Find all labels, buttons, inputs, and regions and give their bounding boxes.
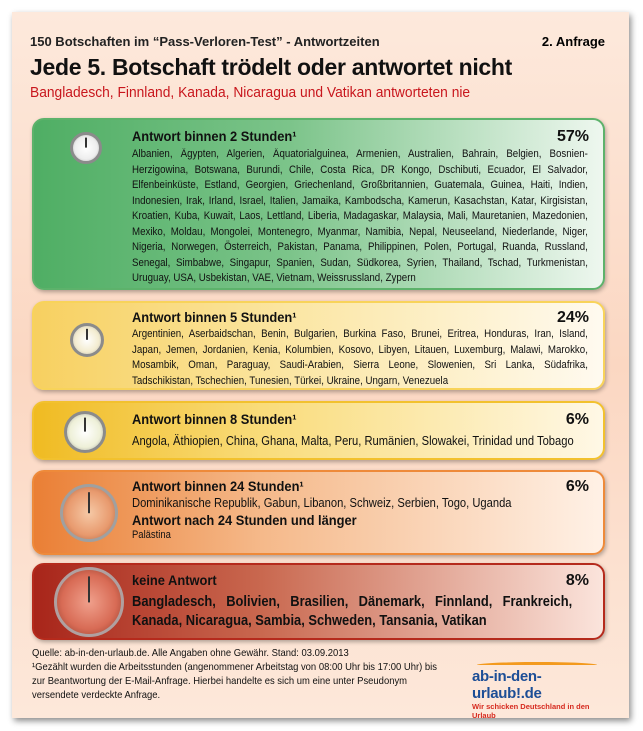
section-percent: 24% xyxy=(556,309,589,326)
clock-icon xyxy=(64,411,106,453)
section-no-answer: keine Antwort 8% Bangladesch, Bolivien, … xyxy=(32,563,605,640)
logo-slogan: Wir schicken Deutschland in den Urlaub xyxy=(472,702,590,720)
section-24-hours: Antwort binnen 24 Stunden¹ 6% Dominikani… xyxy=(32,470,605,555)
section-percent: 6% xyxy=(565,478,589,495)
country-list-late: Palästina xyxy=(132,529,171,541)
highlight-text: Bangladesch, Finnland, Kanada, Nicaragua… xyxy=(30,84,471,101)
header: 150 Botschaften im “Pass-Verloren-Test” … xyxy=(30,34,605,101)
country-list: Bangladesch, Bolivien, Brasilien, Dänema… xyxy=(132,593,573,629)
section-heading: Antwort binnen 2 Stunden¹ xyxy=(132,128,297,144)
section-heading-late: Antwort nach 24 Stunden und länger xyxy=(132,512,357,528)
section-heading: Antwort binnen 5 Stunden¹ xyxy=(132,309,297,325)
section-percent: 57% xyxy=(556,128,589,145)
section-percent: 8% xyxy=(565,572,589,589)
request-label: 2. Anfrage xyxy=(541,34,605,49)
footer: Quelle: ab-in-den-urlaub.de. Alle Angabe… xyxy=(32,646,451,702)
section-8-hours: Antwort binnen 8 Stunden¹ 6% Angola, Äth… xyxy=(32,401,605,460)
section-5-hours: Antwort binnen 5 Stunden¹ 24% Argentinie… xyxy=(32,301,605,390)
subtitle: 150 Botschaften im “Pass-Verloren-Test” … xyxy=(30,34,380,49)
section-2-hours: Antwort binnen 2 Stunden¹ 57% Albanien, … xyxy=(32,118,605,290)
clock-icon xyxy=(54,567,124,637)
section-heading: keine Antwort xyxy=(132,572,217,588)
country-list: Albanien, Ägypten, Algerien, Äquatorialg… xyxy=(132,148,588,284)
logo-name: ab-in-den-urlaub!.de xyxy=(472,668,542,702)
logo-arc xyxy=(477,662,597,668)
country-list: Angola, Äthiopien, China, Ghana, Malta, … xyxy=(132,433,574,448)
country-list: Argentinien, Aserbaidschan, Benin, Bulga… xyxy=(132,328,588,387)
country-list: Dominikanische Republik, Gabun, Libanon,… xyxy=(132,495,512,510)
section-percent: 6% xyxy=(565,411,589,428)
footnote: ¹Gezählt wurden die Arbeitsstunden (ange… xyxy=(32,661,438,701)
section-heading: Antwort binnen 8 Stunden¹ xyxy=(132,411,297,427)
source-text: Quelle: ab-in-den-urlaub.de. Alle Angabe… xyxy=(32,647,349,659)
brand-logo: ab-in-den-urlaub!.de Wir schicken Deutsc… xyxy=(472,662,607,720)
clock-icon xyxy=(70,323,104,357)
section-heading: Antwort binnen 24 Stunden¹ xyxy=(132,478,304,494)
clock-icon xyxy=(70,132,102,164)
page-title: Jede 5. Botschaft trödelt oder antwortet… xyxy=(30,54,513,80)
clock-icon xyxy=(60,484,118,542)
